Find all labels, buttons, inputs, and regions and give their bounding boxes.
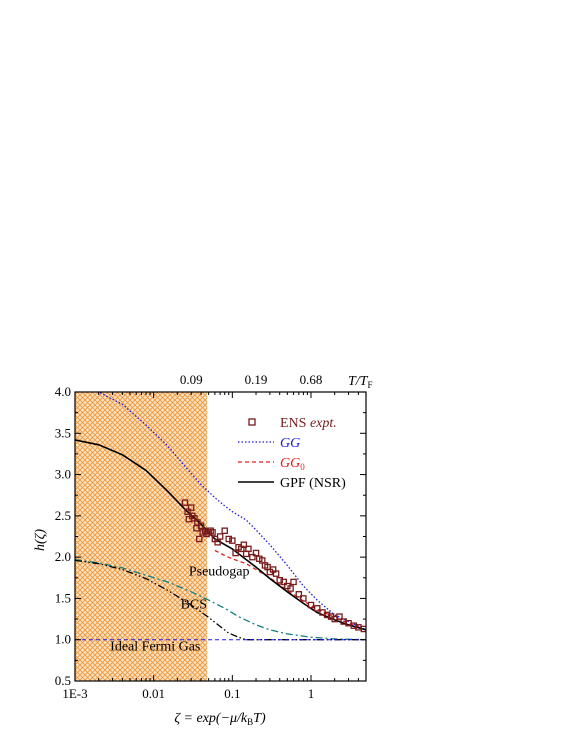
experiment-point xyxy=(245,545,252,553)
experiment-point xyxy=(187,504,195,511)
series-line-4 xyxy=(75,559,366,641)
y-tick-label: 4.0 xyxy=(55,384,71,399)
experiment-point xyxy=(249,553,256,561)
experiment-point xyxy=(287,585,294,592)
top-tick-label: 0.68 xyxy=(300,372,323,387)
experiment-point xyxy=(225,535,232,543)
experiment-point xyxy=(197,522,205,530)
experiment-points-layer xyxy=(181,499,366,633)
y-axis-ticks: 0.5 1.0 1.5 2.0 2.5 3.0 3.5 4.0 xyxy=(55,384,366,688)
legend-label: ENS expt. xyxy=(280,416,337,431)
experiment-point xyxy=(300,595,307,602)
y-tick-label: 3.0 xyxy=(55,467,71,482)
experiment-point xyxy=(276,577,283,584)
experiment-point xyxy=(181,499,189,506)
x-axis-ticks: 1E-3 0.01 0.1 1 xyxy=(62,392,367,701)
experiment-point xyxy=(194,519,201,526)
experiment-point xyxy=(229,537,236,544)
series-line-1 xyxy=(214,549,366,631)
top-axis-label: T/TF xyxy=(348,374,372,390)
experiment-point xyxy=(240,541,248,549)
legend-label: GPF (NSR) xyxy=(280,476,346,491)
experiment-point xyxy=(216,533,224,540)
legend-label: GG xyxy=(280,436,300,451)
experiment-point xyxy=(221,527,228,534)
x-tick-label: 1 xyxy=(308,686,315,701)
experiment-point xyxy=(252,549,260,557)
legend-marker xyxy=(248,418,256,426)
y-tick-label: 3.5 xyxy=(55,425,71,440)
x-axis-label: ζ = exp(−μ/kBT) xyxy=(174,711,266,727)
x-tick-label: 0.1 xyxy=(224,686,240,701)
x-tick-label: 1E-3 xyxy=(62,686,87,701)
experiment-point xyxy=(336,613,343,620)
series-line-0 xyxy=(97,392,366,631)
experiment-point xyxy=(323,611,331,619)
y-tick-label: 2.0 xyxy=(55,549,71,564)
legend-label: GG0 xyxy=(280,456,305,472)
experiment-point xyxy=(209,529,216,536)
experiment-point xyxy=(307,601,315,609)
annotation-label: Pseudogap xyxy=(189,564,250,579)
experiment-point xyxy=(272,570,280,577)
experiment-point xyxy=(280,578,287,586)
curves-layer xyxy=(75,392,366,641)
y-tick-label: 2.5 xyxy=(55,508,71,523)
legend: ENS expt. GG GG0 GPF (NSR) xyxy=(238,416,346,491)
experiment-point xyxy=(295,591,303,598)
experiment-point xyxy=(196,535,203,543)
shaded-region xyxy=(75,392,208,681)
y-axis-label: h(ζ) xyxy=(33,529,48,551)
annotations-layer: Pseudogap BCS Ideal Fermi Gas xyxy=(110,564,249,654)
experiment-point xyxy=(184,508,191,515)
top-tick-label: 0.19 xyxy=(245,372,268,387)
annotation-label: BCS xyxy=(181,597,207,612)
y-tick-label: 1.0 xyxy=(55,632,71,647)
x-tick-label: 0.01 xyxy=(142,686,165,701)
experiment-point xyxy=(360,625,366,633)
annotation-label: Ideal Fermi Gas xyxy=(110,639,200,654)
series-line-3 xyxy=(75,558,366,641)
experiment-point xyxy=(313,605,321,612)
experiment-point xyxy=(290,578,297,586)
top-tick-label: 0.09 xyxy=(180,372,203,387)
y-tick-label: 0.5 xyxy=(55,673,71,688)
y-tick-label: 1.5 xyxy=(55,590,71,605)
top-axis-ticks: 0.09 0.19 0.68 xyxy=(180,372,323,387)
experiment-point xyxy=(207,527,214,534)
